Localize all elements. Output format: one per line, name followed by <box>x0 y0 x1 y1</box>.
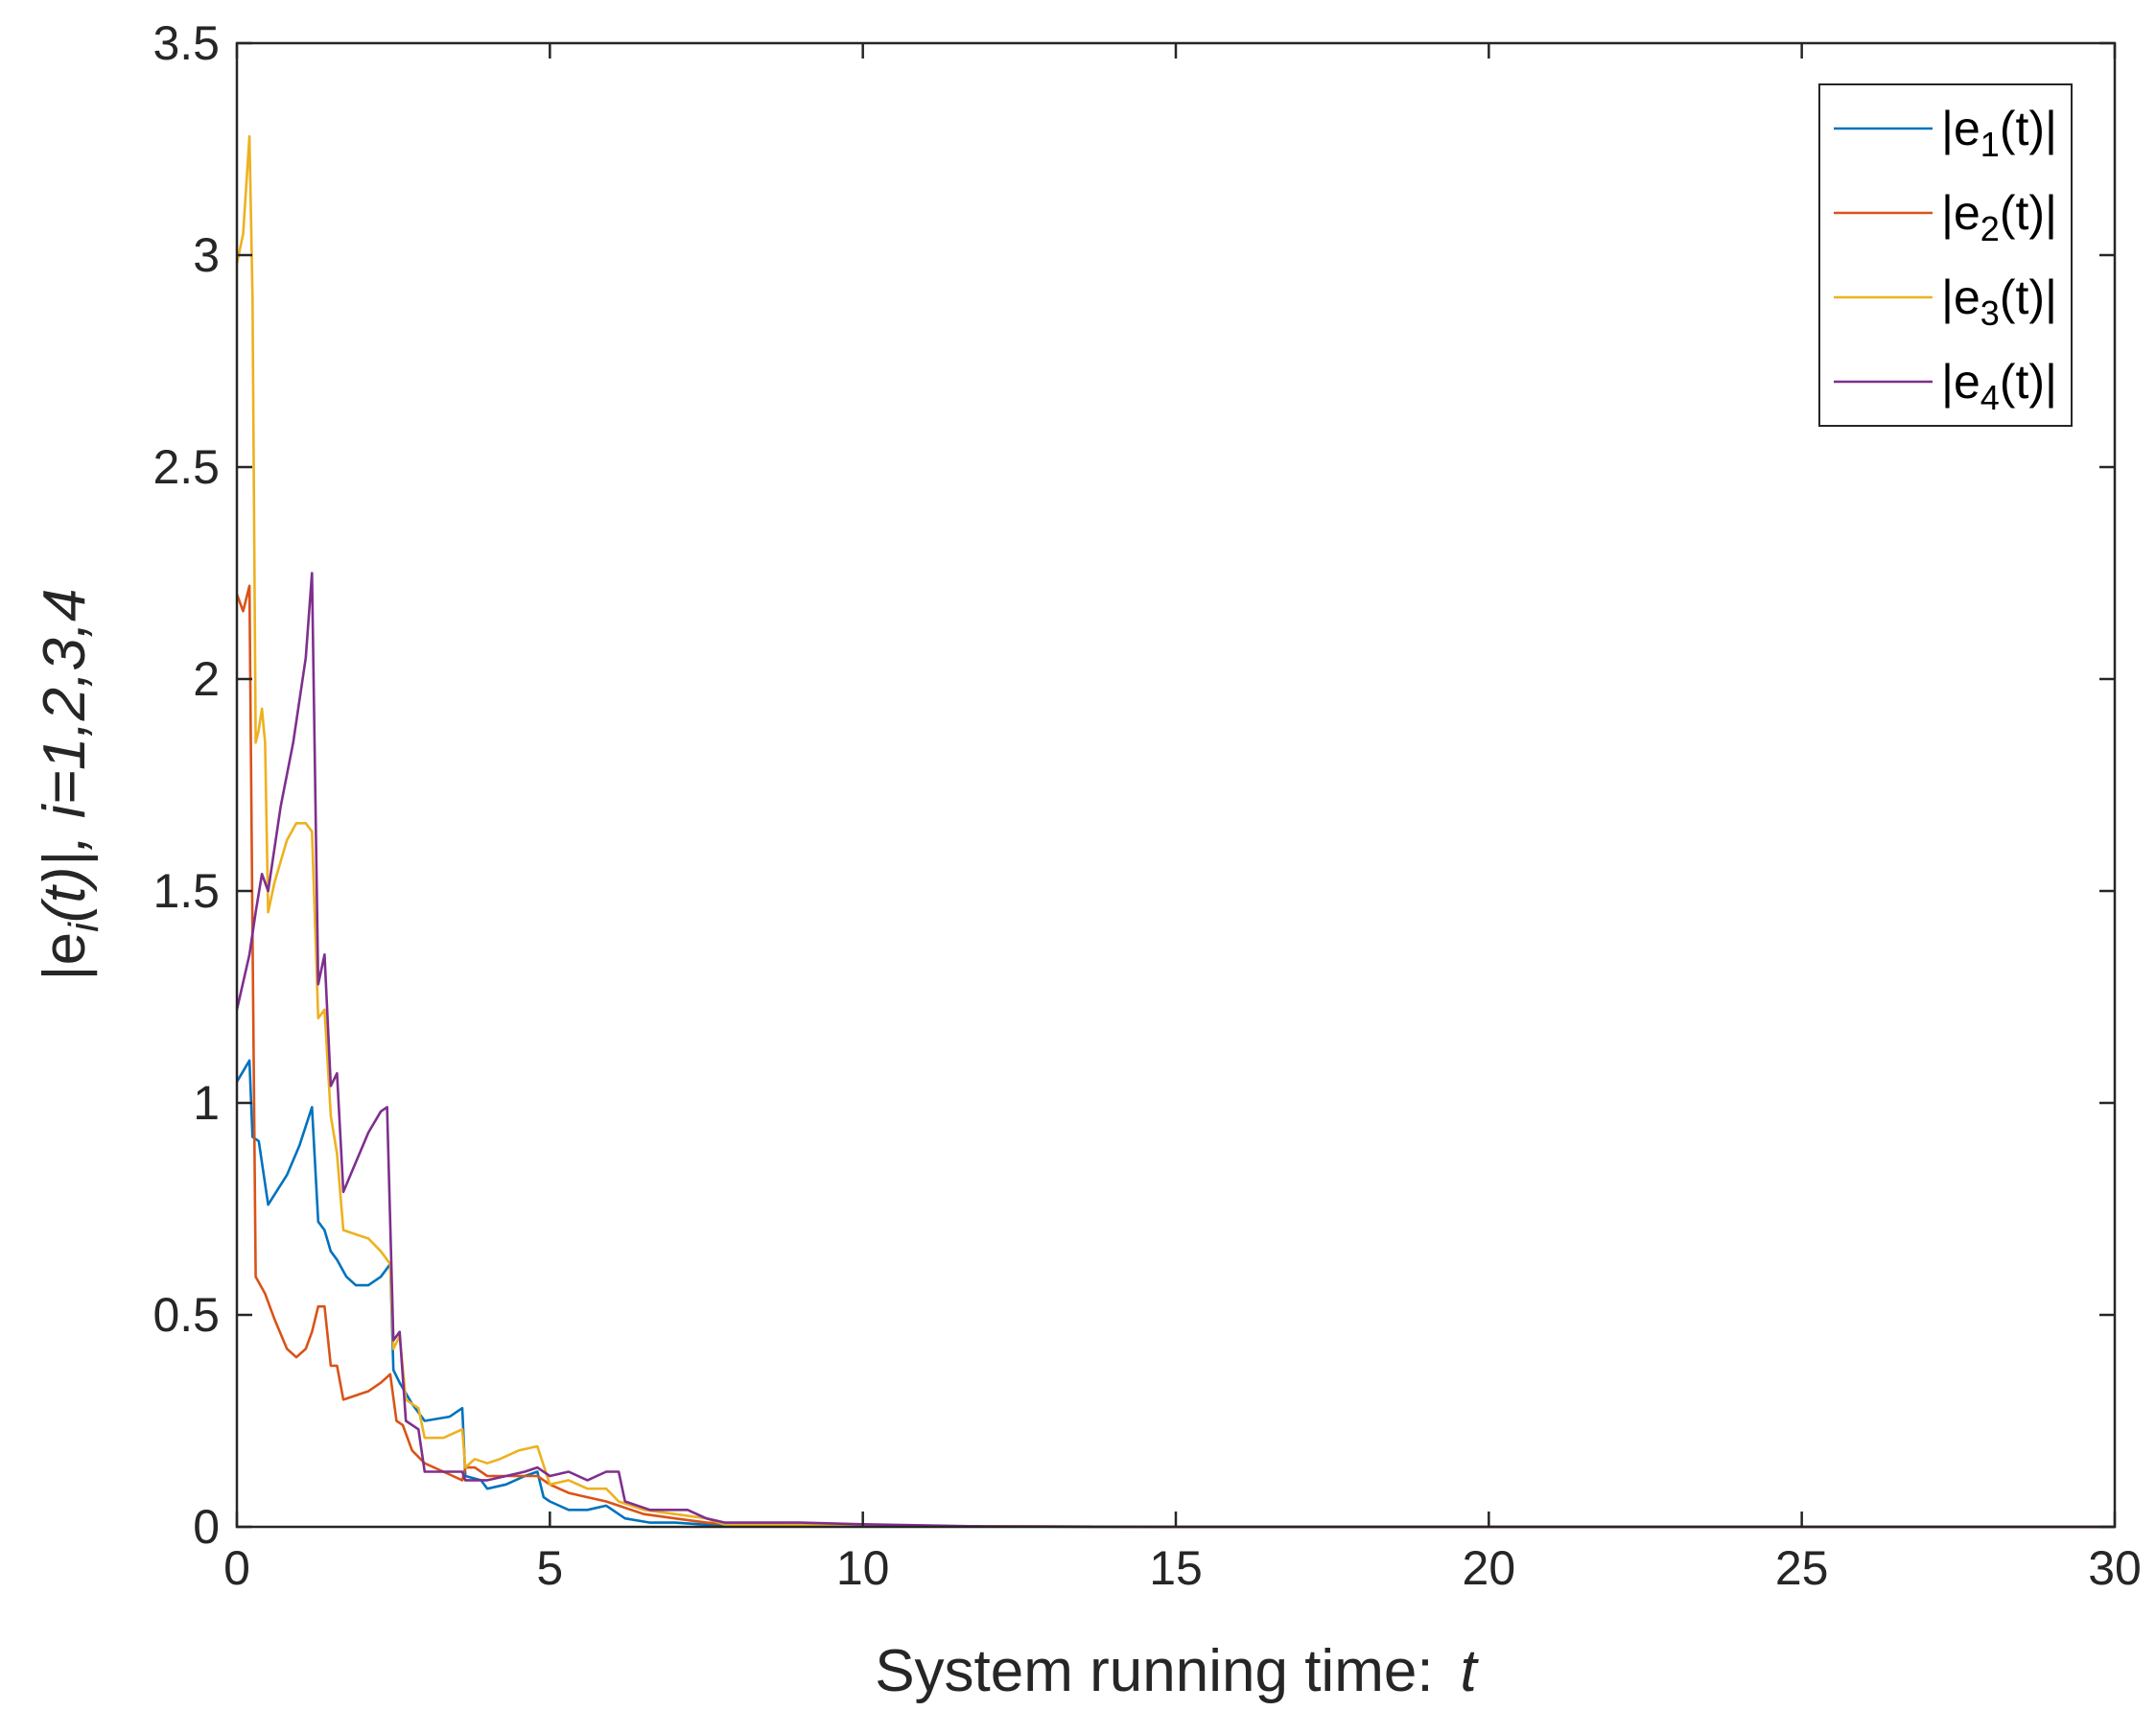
y-tick-label: 0.5 <box>152 1288 220 1342</box>
plot-background <box>237 43 2115 1527</box>
x-tick-label: 0 <box>223 1541 250 1595</box>
y-tick-label: 3 <box>193 228 220 282</box>
legend-box <box>1818 83 2073 427</box>
x-tick-label: 5 <box>536 1541 563 1595</box>
legend-label-4: |e4(t)| <box>1941 355 2057 417</box>
y-tick-label: 0 <box>193 1500 220 1554</box>
series-line-2 <box>235 584 2115 1529</box>
legend-label-2: |e2(t)| <box>1941 186 2057 248</box>
y-tick-label: 1.5 <box>152 864 220 918</box>
y-axis-label: |ei(t)|, i=1,2,3,4 <box>32 588 107 980</box>
y-tick-label: 2 <box>193 652 220 706</box>
ticks-layer: 0 5 10 15 20 25 30 0 0.5 1 1.5 2 2.5 3 3.5 <box>152 16 2141 1595</box>
x-tick-label: 30 <box>2088 1541 2142 1595</box>
series-layer <box>235 134 2115 1529</box>
series-line-4 <box>235 572 2115 1529</box>
x-tick-label: 20 <box>1463 1541 1516 1595</box>
x-tick-label: 10 <box>836 1541 890 1595</box>
y-tick-label: 1 <box>193 1076 220 1130</box>
legend: |e1(t)| |e2(t)| |e3(t)| |e4(t)| <box>1818 83 2073 427</box>
y-tick-label: 2.5 <box>152 440 220 494</box>
legend-label-1: |e1(t)| <box>1941 102 2057 164</box>
legend-label-3: |e3(t)| <box>1941 270 2057 333</box>
y-tick-label: 3.5 <box>152 16 220 70</box>
series-line-1 <box>235 1059 2115 1529</box>
x-axis-label: System running time: t <box>875 1638 1479 1704</box>
x-tick-label: 15 <box>1149 1541 1203 1595</box>
x-tick-label: 25 <box>1775 1541 1829 1595</box>
